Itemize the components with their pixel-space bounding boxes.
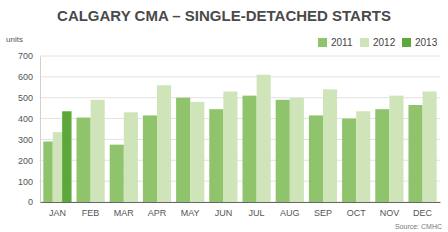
- x-tick: SEP: [314, 202, 332, 218]
- x-tick-label: JAN: [49, 208, 66, 218]
- bar: [110, 145, 124, 202]
- x-tick: AUG: [280, 202, 300, 218]
- bar: [276, 100, 290, 202]
- y-tick: 700: [18, 51, 40, 61]
- y-axis-title: units: [6, 35, 23, 44]
- bar: [408, 105, 422, 202]
- x-tick: NOV: [380, 202, 400, 218]
- y-tick-label: 200: [18, 156, 33, 166]
- bar: [209, 109, 223, 202]
- legend-label: 2012: [373, 37, 396, 48]
- bar: [257, 75, 271, 202]
- x-tick: DEC: [413, 202, 433, 218]
- y-tick-label: 100: [18, 177, 33, 187]
- bar: [77, 118, 91, 202]
- bars: [43, 75, 436, 202]
- y-tick: 400: [18, 114, 40, 124]
- x-tick: MAY: [181, 202, 200, 218]
- legend-label: 2013: [415, 37, 438, 48]
- bar: [342, 119, 356, 202]
- y-tick: 500: [18, 93, 40, 103]
- grid-line: [40, 56, 440, 57]
- title: CALGARY CMA – SINGLE-DETACHED STARTS: [57, 7, 391, 24]
- x-tick: APR: [148, 202, 167, 218]
- x-tick: JUL: [249, 202, 265, 218]
- bar: [190, 102, 204, 202]
- bar: [389, 96, 403, 202]
- grid-line: [40, 97, 440, 98]
- bar: [356, 111, 370, 202]
- x-tick-label: NOV: [380, 208, 400, 218]
- y-tick-label: 300: [18, 135, 33, 145]
- legend-swatch: [402, 38, 411, 47]
- bar: [157, 85, 171, 202]
- y-axis: 0 100 200 300 400 500 600 700: [18, 51, 41, 207]
- chart: 0 100 200 300 400 500 600 700 JAN FEB MAR APR MAY JUN…: [0, 0, 448, 232]
- bar: [53, 132, 62, 202]
- y-tick: 0: [28, 197, 40, 207]
- x-tick: MAR: [114, 202, 135, 218]
- bar: [124, 112, 138, 202]
- x-tick-label: MAY: [181, 208, 200, 218]
- grid: [40, 56, 440, 202]
- legend-item: 2011: [318, 37, 353, 48]
- x-axis-line: [41, 202, 441, 203]
- y-axis-line: [40, 57, 41, 203]
- bar: [375, 109, 389, 202]
- x-tick-label: MAR: [114, 208, 135, 218]
- x-tick-label: DEC: [413, 208, 433, 218]
- x-axis: JAN FEB MAR APR MAY JUN JUL AUG SEP OCT NOV DEC: [41, 202, 441, 218]
- y-tick-label: 400: [18, 114, 33, 124]
- legend: 2011 2012 2013: [318, 37, 438, 48]
- y-tick: 300: [18, 135, 40, 145]
- x-tick-label: OCT: [347, 208, 367, 218]
- bar: [290, 98, 304, 202]
- y-tick-label: 0: [28, 197, 33, 207]
- bar: [43, 142, 52, 202]
- bar: [62, 111, 71, 202]
- x-tick: FEB: [82, 202, 100, 218]
- y-tick: 600: [18, 72, 40, 82]
- source-note: Source: CMHC: [395, 223, 442, 230]
- bar: [242, 96, 256, 202]
- x-tick-label: SEP: [314, 208, 332, 218]
- bar: [223, 91, 237, 202]
- x-tick-label: FEB: [82, 208, 100, 218]
- legend-item: 2012: [360, 37, 396, 48]
- legend-swatch: [360, 38, 369, 47]
- x-tick: JUN: [215, 202, 233, 218]
- legend-swatch: [318, 38, 327, 47]
- grid-line: [40, 76, 440, 77]
- bar: [309, 115, 323, 202]
- bar: [143, 115, 157, 202]
- bar: [91, 100, 105, 202]
- y-tick-label: 700: [18, 51, 33, 61]
- x-tick-label: AUG: [280, 208, 300, 218]
- y-tick-label: 500: [18, 93, 33, 103]
- y-tick: 100: [18, 177, 40, 187]
- x-tick: OCT: [347, 202, 367, 218]
- bar: [423, 91, 437, 202]
- x-tick: JAN: [49, 202, 66, 218]
- bar: [176, 98, 190, 202]
- bar: [323, 89, 337, 202]
- y-tick: 200: [18, 156, 40, 166]
- x-tick-label: JUN: [215, 208, 233, 218]
- y-tick-label: 600: [18, 72, 33, 82]
- legend-item: 2013: [402, 37, 438, 48]
- x-tick-label: APR: [148, 208, 167, 218]
- legend-label: 2011: [331, 37, 353, 48]
- x-tick-label: JUL: [249, 208, 265, 218]
